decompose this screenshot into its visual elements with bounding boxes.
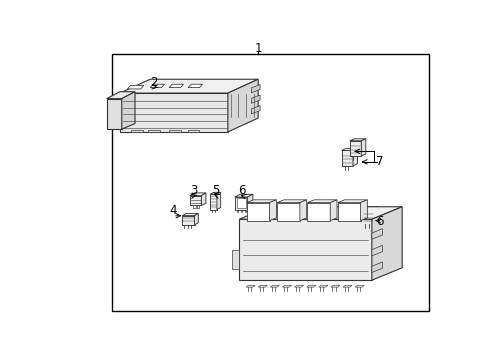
Polygon shape bbox=[269, 200, 276, 221]
Polygon shape bbox=[337, 200, 366, 203]
Text: 6: 6 bbox=[375, 215, 383, 228]
Polygon shape bbox=[354, 285, 364, 287]
Polygon shape bbox=[299, 200, 306, 221]
Polygon shape bbox=[196, 205, 199, 208]
Polygon shape bbox=[232, 250, 239, 269]
Polygon shape bbox=[188, 84, 202, 87]
Polygon shape bbox=[307, 203, 329, 221]
Polygon shape bbox=[361, 139, 365, 156]
Text: 2: 2 bbox=[150, 76, 158, 89]
Polygon shape bbox=[182, 213, 198, 216]
Polygon shape bbox=[251, 95, 260, 103]
Polygon shape bbox=[371, 245, 382, 256]
Polygon shape bbox=[239, 207, 401, 219]
Polygon shape bbox=[169, 130, 180, 132]
Polygon shape bbox=[194, 213, 198, 225]
Polygon shape bbox=[150, 84, 164, 87]
Polygon shape bbox=[306, 285, 315, 287]
Text: 5: 5 bbox=[212, 184, 219, 197]
Polygon shape bbox=[120, 93, 227, 132]
Polygon shape bbox=[201, 193, 205, 205]
Polygon shape bbox=[349, 141, 361, 156]
Polygon shape bbox=[341, 150, 352, 166]
Polygon shape bbox=[245, 285, 255, 287]
Polygon shape bbox=[337, 203, 360, 221]
Polygon shape bbox=[127, 85, 143, 89]
Polygon shape bbox=[330, 285, 339, 287]
Polygon shape bbox=[371, 262, 382, 273]
Polygon shape bbox=[246, 200, 276, 203]
Polygon shape bbox=[270, 285, 279, 287]
Text: 7: 7 bbox=[375, 155, 383, 168]
Polygon shape bbox=[362, 209, 373, 224]
Polygon shape bbox=[258, 285, 267, 287]
Polygon shape bbox=[189, 193, 205, 195]
Polygon shape bbox=[341, 148, 357, 150]
Polygon shape bbox=[210, 192, 220, 194]
Polygon shape bbox=[349, 139, 365, 141]
Text: 6: 6 bbox=[238, 184, 245, 197]
Polygon shape bbox=[234, 197, 247, 210]
Polygon shape bbox=[236, 198, 245, 208]
Polygon shape bbox=[277, 200, 306, 203]
Bar bbox=[112, 54, 428, 311]
Polygon shape bbox=[360, 200, 366, 221]
Polygon shape bbox=[189, 195, 201, 205]
Polygon shape bbox=[169, 84, 183, 87]
Polygon shape bbox=[362, 207, 378, 209]
Text: 1: 1 bbox=[254, 42, 262, 55]
Polygon shape bbox=[251, 85, 260, 93]
Polygon shape bbox=[373, 207, 378, 224]
Polygon shape bbox=[131, 130, 142, 132]
Polygon shape bbox=[246, 203, 269, 221]
Polygon shape bbox=[234, 194, 252, 197]
Polygon shape bbox=[247, 194, 252, 210]
Polygon shape bbox=[352, 148, 357, 166]
Polygon shape bbox=[193, 205, 195, 208]
Polygon shape bbox=[148, 130, 159, 132]
Polygon shape bbox=[106, 92, 135, 99]
Text: 4: 4 bbox=[169, 204, 176, 217]
Polygon shape bbox=[282, 285, 291, 287]
Polygon shape bbox=[182, 216, 194, 225]
Polygon shape bbox=[318, 285, 327, 287]
Polygon shape bbox=[251, 105, 260, 114]
Text: 3: 3 bbox=[190, 184, 197, 197]
Polygon shape bbox=[120, 79, 258, 93]
Polygon shape bbox=[307, 200, 336, 203]
Polygon shape bbox=[210, 194, 217, 210]
Polygon shape bbox=[294, 285, 303, 287]
Polygon shape bbox=[122, 92, 135, 129]
Polygon shape bbox=[277, 203, 299, 221]
Polygon shape bbox=[329, 200, 336, 221]
Polygon shape bbox=[188, 130, 199, 132]
Polygon shape bbox=[239, 219, 371, 280]
Polygon shape bbox=[227, 79, 258, 132]
Polygon shape bbox=[371, 229, 382, 239]
Polygon shape bbox=[217, 192, 220, 210]
Polygon shape bbox=[343, 285, 351, 287]
Polygon shape bbox=[371, 207, 401, 280]
Polygon shape bbox=[106, 99, 122, 129]
